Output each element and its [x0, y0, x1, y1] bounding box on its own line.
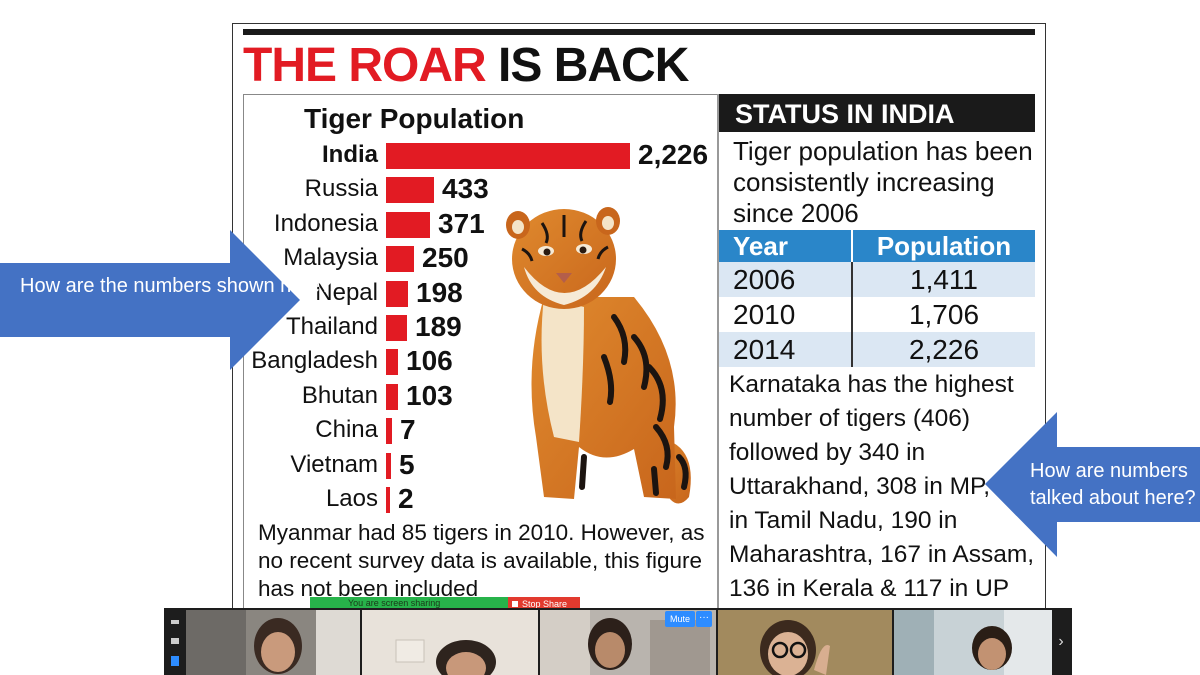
table-cell-year: 2006 [719, 262, 853, 297]
bar [386, 143, 630, 169]
bar-row: Vietnam 5 [244, 449, 714, 483]
bar-value-label: 106 [406, 345, 453, 377]
bar-value-label: 189 [415, 311, 462, 342]
bar [386, 280, 408, 307]
population-table: Year Population 2006 1,411 2010 1,706 20… [719, 230, 1035, 367]
tiger-illustration [506, 207, 691, 504]
col-header-year: Year [719, 230, 853, 262]
bar-category-label: Laos [325, 485, 378, 512]
bar [386, 418, 392, 445]
bar-category-label: Indonesia [273, 209, 378, 237]
chart-title: Tiger Population [304, 103, 525, 134]
panel-divider [717, 94, 719, 614]
bar-category-label: Bangladesh [251, 347, 378, 375]
bar-category-label: Nepal [315, 278, 378, 306]
bar-row: Indonesia 371 [244, 208, 714, 242]
view-controls [164, 608, 186, 675]
bar-row: Bhutan 103 [244, 380, 714, 414]
headline-red: THE ROAR [243, 39, 487, 92]
table-row: 2010 1,706 [719, 297, 1035, 332]
bar-category-label: Vietnam [290, 450, 378, 478]
minimize-icon[interactable] [171, 620, 179, 624]
right-arrow-shape [985, 412, 1200, 557]
participant-video-1[interactable] [186, 610, 360, 675]
bar-value-label: 198 [416, 276, 463, 308]
bar-category-label: Russia [304, 175, 378, 203]
bar [386, 487, 390, 513]
bar-value-label: 5 [399, 448, 415, 480]
mute-button[interactable]: Mute [665, 611, 695, 627]
sharing-status-text: You are screen sharing [348, 598, 441, 608]
participant-video-2[interactable] [362, 610, 538, 675]
bar-row: Malaysia 250 [244, 242, 714, 276]
table-header-row: Year Population [719, 230, 1035, 262]
more-options-button[interactable]: ··· [696, 611, 712, 627]
participant-video-4[interactable] [718, 610, 892, 675]
bar-row: Thailand 189 [244, 311, 714, 345]
bar [386, 315, 407, 341]
table-row: 2006 1,411 [719, 262, 1035, 297]
table-cell-year: 2014 [719, 332, 853, 367]
bar [386, 349, 398, 376]
bar-category-label: Thailand [285, 313, 378, 340]
bar [386, 177, 434, 204]
headline-black: IS BACK [498, 39, 689, 92]
bar-category-label: China [315, 416, 378, 444]
table-cell-population: 1,706 [908, 298, 980, 330]
bar [386, 383, 398, 410]
table-cell-year: 2010 [719, 297, 853, 332]
video-gallery-strip [164, 608, 1072, 675]
bar-value-label: 7 [400, 414, 416, 446]
col-header-population: Population [852, 230, 1035, 262]
left-arrow-text: How are the numbers shown here? [20, 275, 332, 297]
bar-row: India 2,226 [244, 139, 714, 173]
participant-video-5[interactable] [894, 610, 1052, 675]
right-arrow-text: How are numbers talked about here? [1030, 460, 1196, 509]
bar [386, 246, 414, 273]
status-heading: STATUS IN INDIA [719, 94, 1035, 132]
bar-value-label: 433 [442, 173, 489, 205]
bar-category-label: India [321, 141, 378, 168]
bar-value-label: 250 [422, 242, 469, 274]
headline: THE ROAR IS BACK [243, 38, 689, 94]
status-intro: Tiger population has been consistently i… [733, 136, 1033, 228]
bar-category-label: Bhutan [301, 381, 378, 409]
table-cell-population: 2,226 [852, 332, 1035, 367]
bar-row: Bangladesh 106 [244, 345, 714, 379]
participant-video-3[interactable] [540, 610, 716, 675]
bar-value-label: 371 [438, 207, 485, 239]
next-page-icon[interactable]: › [1058, 633, 1064, 650]
bar-value-label: 103 [406, 379, 453, 411]
stop-share-button[interactable]: Stop Share [508, 597, 580, 611]
status-body-text: Karnataka has the highest number of tige… [729, 371, 1038, 602]
infographic-card: THE ROAR IS BACK Tiger Population India 2… [232, 23, 1046, 615]
bar [386, 211, 430, 238]
table-row: 2014 2,226 [719, 332, 1035, 367]
speaker-view-icon[interactable] [171, 656, 179, 666]
top-rule [243, 29, 1035, 35]
myanmar-footnote: Myanmar had 85 tigers in 2010. However, … [258, 520, 705, 601]
bar-row: Russia 433 [244, 173, 714, 207]
bar-value-label: 2 [398, 483, 414, 514]
bar-row: Nepal 198 [244, 277, 714, 311]
bar [386, 452, 391, 479]
bar-value-label: 2,226 [638, 139, 709, 170]
left-arrow-shape [0, 230, 300, 370]
population-panel: Tiger Population India 2,226 Russia 433 Indo… [243, 94, 718, 614]
bar-row: China 7 [244, 414, 714, 448]
table-cell-population: 1,411 [852, 262, 1035, 297]
gallery-icon[interactable] [171, 638, 179, 644]
bar-row: Laos 2 [244, 483, 714, 517]
bar-category-label: Malaysia [283, 244, 378, 272]
